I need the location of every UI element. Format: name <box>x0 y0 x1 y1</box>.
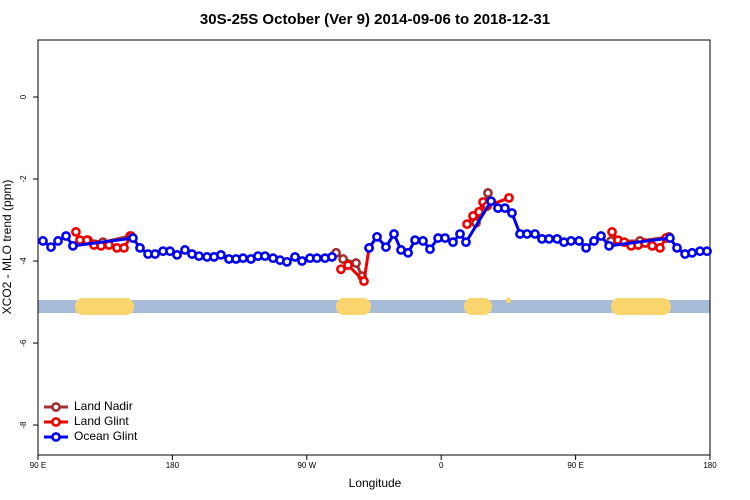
x-tick-label: 0 <box>439 461 444 470</box>
data-point <box>440 233 450 243</box>
y-tick-label: -2 <box>19 175 28 183</box>
data-point <box>483 188 493 198</box>
data-point <box>500 203 510 214</box>
data-point <box>343 260 353 271</box>
chart-title: 30S-25S October (Ver 9) 2014-09-06 to 20… <box>200 11 550 28</box>
data-point <box>165 246 175 257</box>
x-tick-label: 180 <box>703 461 717 470</box>
data-point <box>507 208 517 218</box>
land-strip <box>464 298 492 315</box>
data-point <box>530 229 540 239</box>
data-point <box>702 246 712 257</box>
data-point <box>216 249 226 260</box>
data-point <box>260 251 270 262</box>
data-point <box>581 243 591 253</box>
data-point <box>462 219 472 230</box>
data-point <box>425 244 435 255</box>
data-point <box>389 229 399 239</box>
data-point <box>410 235 420 246</box>
data-point <box>403 247 413 258</box>
data-point <box>604 240 614 251</box>
legend-label: Land Nadir <box>74 399 133 413</box>
data-point <box>128 233 138 243</box>
data-point <box>504 192 514 203</box>
data-point <box>655 243 665 253</box>
data-point <box>338 254 348 264</box>
land-strip <box>506 298 511 303</box>
legend-marker <box>51 432 61 442</box>
x-tick-label: 180 <box>166 461 180 470</box>
legend-marker <box>51 417 61 427</box>
data-point <box>359 276 369 287</box>
land-strip <box>75 298 134 315</box>
ocean-strip <box>38 300 710 313</box>
x-tick-label: 90 E <box>567 461 583 470</box>
data-point <box>596 231 606 241</box>
y-tick-label: -4 <box>19 257 28 265</box>
data-point <box>61 231 71 241</box>
data-point <box>336 264 346 275</box>
data-point <box>194 251 204 262</box>
data-point <box>687 247 697 258</box>
data-point <box>297 256 307 266</box>
data-point <box>38 236 48 246</box>
data-point <box>381 242 391 252</box>
land-ocean-strip <box>38 298 710 315</box>
y-tick-label: 0 <box>19 94 28 99</box>
data-point <box>522 229 532 239</box>
legend-marker <box>51 402 61 412</box>
legend-label: Land Glint <box>74 414 129 428</box>
data-point <box>607 227 617 237</box>
x-tick-label: 90 W <box>297 461 316 470</box>
data-point <box>150 249 160 259</box>
data-point <box>119 243 129 253</box>
land-strip <box>336 298 371 315</box>
data-point <box>455 229 465 239</box>
data-point <box>180 245 190 255</box>
data-point <box>647 240 658 251</box>
data-point <box>574 236 584 246</box>
x-axis-label: Longitude <box>349 476 402 490</box>
data-point <box>172 249 182 260</box>
data-point <box>71 227 81 237</box>
y-tick-label: -8 <box>19 421 28 429</box>
data-point <box>46 242 56 252</box>
y-tick-label: -6 <box>19 339 28 347</box>
x-tick-label: 90 E <box>30 461 46 470</box>
data-point <box>238 253 248 264</box>
data-point <box>135 243 145 253</box>
data-point <box>282 256 292 267</box>
data-point <box>461 237 471 248</box>
y-axis-label: XCO2 - MLO trend (ppm) <box>0 180 14 315</box>
data-point <box>364 243 374 253</box>
legend-label: Ocean Glint <box>74 429 138 443</box>
data-point <box>327 252 337 262</box>
data-point <box>53 236 63 246</box>
data-point <box>544 233 554 244</box>
data-point <box>672 243 682 253</box>
data-point <box>351 258 361 268</box>
data-point <box>566 236 576 246</box>
data-point <box>290 252 300 262</box>
data-point <box>589 236 599 246</box>
data-point <box>372 231 382 242</box>
data-point <box>474 206 484 217</box>
data-point <box>418 236 428 246</box>
data-point <box>448 237 458 248</box>
data-point <box>486 196 496 207</box>
data-point <box>68 240 78 251</box>
data-point <box>665 233 675 243</box>
data-point <box>312 253 322 264</box>
land-strip <box>611 298 671 315</box>
